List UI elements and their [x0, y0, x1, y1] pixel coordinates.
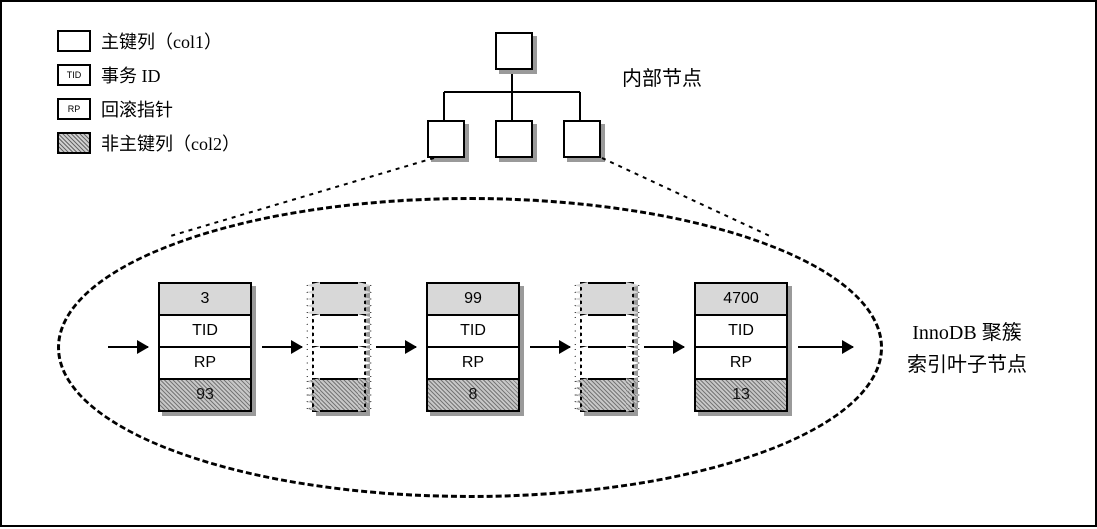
legend-row: 非主键列（col2） [57, 130, 240, 156]
diagram-frame: 主键列（col1） TID 事务 ID RP 回滚指针 非主键列（col2） 内… [0, 0, 1097, 527]
legend-swatch-tid: TID [57, 64, 91, 86]
arrow-icon [108, 346, 148, 348]
torn-cell [312, 282, 366, 316]
torn-cell [580, 378, 634, 412]
leaf-nonpk-cell: 13 [694, 378, 788, 412]
tree-node-child [563, 120, 601, 158]
torn-cell [312, 314, 366, 348]
torn-cell [312, 378, 366, 412]
legend-row: 主键列（col1） [57, 28, 240, 54]
leaf-rp-cell: RP [158, 346, 252, 380]
tree-node-child [427, 120, 465, 158]
torn-cell [580, 346, 634, 380]
arrow-icon [262, 346, 302, 348]
leaf-label-line: 索引叶子节点 [907, 349, 1027, 381]
legend: 主键列（col1） TID 事务 ID RP 回滚指针 非主键列（col2） [57, 28, 240, 164]
arrow-icon [530, 346, 570, 348]
torn-cell [580, 282, 634, 316]
legend-label: 非主键列（col2） [101, 130, 240, 156]
arrow-icon [798, 346, 853, 348]
tree-node-root [495, 32, 533, 70]
leaf-nonpk-cell: 8 [426, 378, 520, 412]
leaf-node: 4700 TID RP 13 [694, 282, 788, 412]
legend-swatch-rp: RP [57, 98, 91, 120]
arrow-icon [376, 346, 416, 348]
leaf-rp-cell: RP [426, 346, 520, 380]
leaf-nonpk-cell: 93 [158, 378, 252, 412]
leaf-pk-cell: 3 [158, 282, 252, 316]
legend-swatch-nonpk [57, 132, 91, 154]
tree-node-child [495, 120, 533, 158]
leaf-tid-cell: TID [426, 314, 520, 348]
internal-node-tree [412, 32, 612, 162]
torn-cell [312, 346, 366, 380]
legend-label: 事务 ID [101, 62, 161, 88]
leaf-tid-cell: TID [694, 314, 788, 348]
leaf-label: InnoDB 聚簇 索引叶子节点 [907, 317, 1027, 381]
leaf-ellipsis [312, 282, 366, 412]
torn-cell [580, 314, 634, 348]
legend-label: 回滚指针 [101, 96, 173, 122]
arrow-icon [644, 346, 684, 348]
legend-row: RP 回滚指针 [57, 96, 240, 122]
leaf-tid-cell: TID [158, 314, 252, 348]
internal-node-label: 内部节点 [622, 62, 702, 91]
legend-row: TID 事务 ID [57, 62, 240, 88]
leaf-pk-cell: 99 [426, 282, 520, 316]
leaf-node: 3 TID RP 93 [158, 282, 252, 412]
leaf-label-line: InnoDB 聚簇 [907, 317, 1027, 349]
leaf-row: 3 TID RP 93 99 TID RP 8 4700 [102, 282, 859, 412]
leaf-pk-cell: 4700 [694, 282, 788, 316]
legend-label: 主键列（col1） [101, 28, 222, 54]
leaf-rp-cell: RP [694, 346, 788, 380]
legend-swatch-pk [57, 30, 91, 52]
leaf-ellipsis [580, 282, 634, 412]
leaf-node: 99 TID RP 8 [426, 282, 520, 412]
